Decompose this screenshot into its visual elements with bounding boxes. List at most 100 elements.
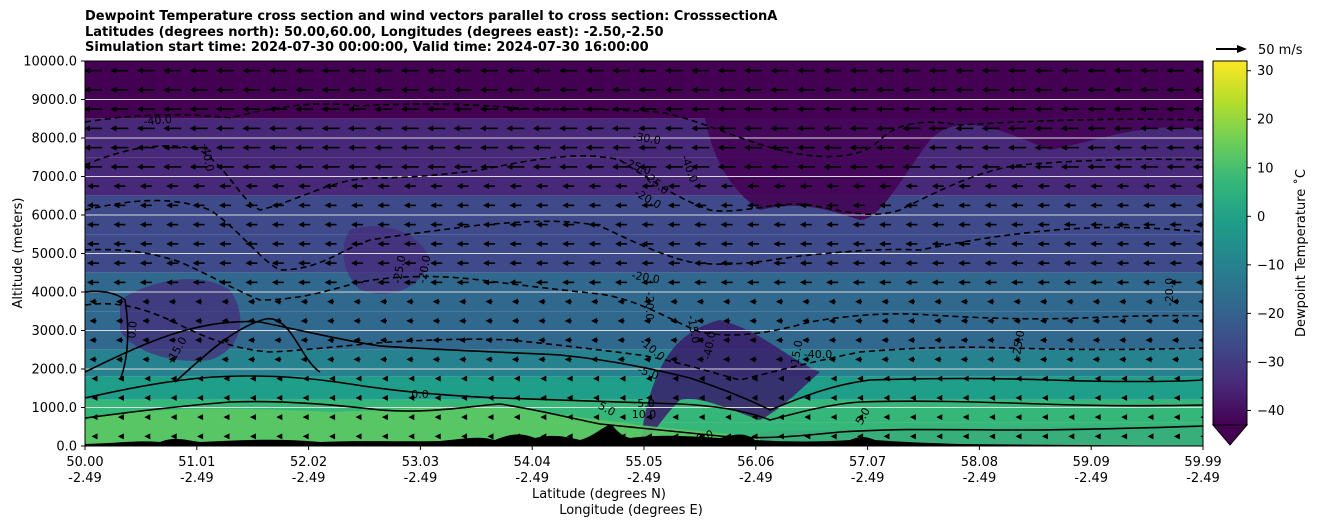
wind-vector-head (461, 414, 468, 421)
wind-vector-head (113, 279, 120, 286)
wind-vector-head (698, 394, 705, 401)
wind-vector-head (694, 240, 701, 247)
wind-vector-head (934, 356, 941, 363)
wind-vector-head (1034, 86, 1041, 93)
wind-vector-head (617, 298, 624, 305)
wind-vector-head (931, 221, 938, 228)
wind-vector-head (855, 356, 862, 363)
wind-vector-head (1092, 298, 1099, 305)
wind-vector-head (245, 279, 252, 286)
wind-vector-head (989, 375, 996, 382)
wind-vector-head (377, 202, 384, 209)
wind-vector-head (902, 144, 909, 151)
wind-vector-head (300, 298, 307, 305)
x-tick-label-lon: -2.49 (68, 471, 102, 486)
wind-vector-head (1092, 337, 1099, 344)
contour-label: -20.0 (643, 292, 656, 320)
wind-vector-head (139, 240, 146, 247)
wind-vector-head (434, 394, 441, 401)
wind-vector-head (377, 279, 384, 286)
wind-vector-head (751, 375, 758, 382)
wind-vector-head (1087, 67, 1094, 74)
wind-vector-head (799, 202, 806, 209)
wind-vector-head (513, 414, 520, 421)
wind-vector-head (749, 337, 756, 344)
wind-vector-head (928, 125, 935, 132)
wind-vector-head (427, 144, 434, 151)
wind-vector-head (166, 183, 173, 190)
wind-vector-head (826, 183, 833, 190)
wind-vector-head (1171, 317, 1178, 324)
colorbar-tick-label: 0 (1257, 210, 1265, 225)
wind-vector-head (981, 144, 988, 151)
wind-vector-head (958, 260, 965, 267)
wind-vector-head (89, 298, 96, 305)
wind-vector-head (984, 240, 991, 247)
wind-vector-head (170, 375, 177, 382)
wind-vector-head (400, 67, 407, 74)
wind-vector-head (1171, 337, 1178, 344)
wind-vector-head (585, 144, 592, 151)
wind-vector-head (1119, 337, 1126, 344)
wind-vector-head (459, 298, 466, 305)
wind-vector-head (1119, 317, 1126, 324)
wind-vector-head (355, 433, 362, 440)
wind-vector-head (1192, 106, 1199, 113)
wind-vector-head (1060, 125, 1067, 132)
wind-vector-head (1008, 67, 1014, 74)
x-tick-label-lat: 50.00 (66, 455, 103, 470)
wind-vector-head (1039, 317, 1046, 324)
wind-vector-head (773, 260, 780, 267)
wind-vector-head (142, 317, 149, 324)
wind-vector-head (802, 317, 809, 324)
wind-vector-head (1173, 394, 1180, 401)
colorbar-tick-label: 30 (1257, 64, 1274, 79)
y-tick-label: 6000.0 (32, 209, 78, 224)
wind-vector-head (955, 86, 962, 93)
wind-vector-head (823, 106, 830, 113)
wind-vector-head (400, 86, 407, 93)
x-tick-label-lat: 52.02 (290, 455, 327, 470)
wind-vector-head (559, 125, 566, 132)
wind-vector-head (796, 163, 803, 170)
wind-vector-head (192, 240, 199, 247)
wind-vector-head (643, 298, 650, 305)
wind-vector-head (374, 86, 381, 93)
wind-vector-head (321, 125, 328, 132)
wind-vector-head (1039, 356, 1046, 363)
wind-vector-head (1008, 125, 1014, 132)
wind-vector-head (348, 86, 354, 93)
wind-vector-head (432, 317, 439, 324)
wind-vector-head (641, 279, 648, 286)
wind-vector-head (720, 279, 727, 286)
wind-vector-head (298, 183, 305, 190)
contour-label: 0.0 (694, 428, 715, 446)
wind-vector-head (166, 279, 173, 286)
wind-vector-head (717, 106, 724, 113)
wind-vector-head (1060, 163, 1067, 170)
wind-vector-head (144, 394, 151, 401)
wind-vector-head (564, 298, 571, 305)
wind-vector-head (506, 67, 513, 74)
wind-vector-head (274, 317, 281, 324)
wind-vector-head (535, 279, 542, 286)
wind-vector-head (532, 106, 539, 113)
wind-vector-head (295, 67, 302, 74)
wind-vector-head (274, 337, 281, 344)
wind-vector-head (406, 337, 413, 344)
wind-vector-head (400, 163, 407, 170)
wind-vector-head (1037, 260, 1044, 267)
wind-vector-head (408, 433, 415, 440)
wind-vector-head (197, 375, 204, 382)
wind-vector-head (197, 394, 204, 401)
wind-vector-head (351, 183, 357, 190)
wind-vector-head (1068, 394, 1075, 401)
wind-vector-head (247, 337, 254, 344)
wind-vector-head (276, 375, 283, 382)
wind-vector-head (400, 106, 407, 113)
wind-vector-head (804, 394, 811, 401)
wind-vector-head (905, 221, 912, 228)
wind-vector-head (400, 144, 407, 151)
wind-vector-head (984, 260, 991, 267)
wind-vector-head (348, 125, 354, 132)
